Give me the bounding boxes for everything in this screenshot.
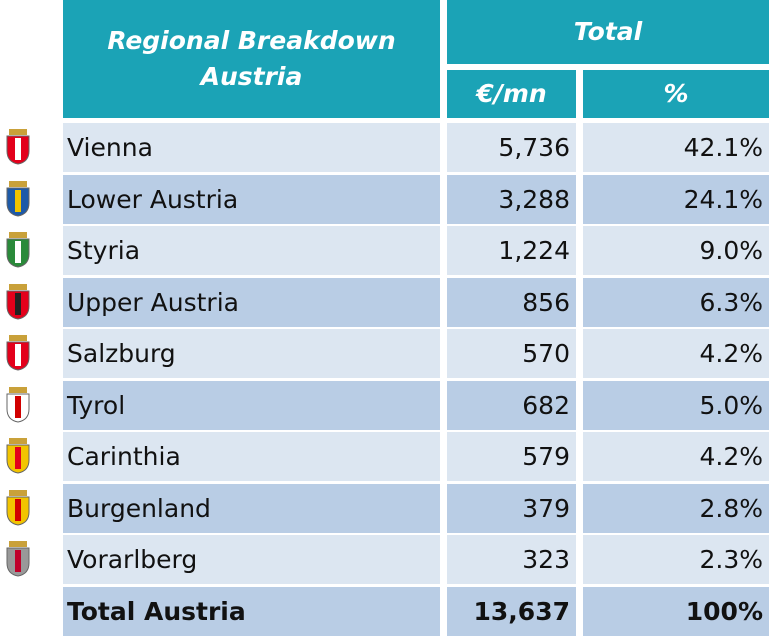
coat-of-arms (6, 180, 30, 217)
percent-cell: 100% (583, 586, 769, 636)
header-percent: % (583, 70, 769, 118)
header-value: €/mn (447, 70, 576, 118)
coat-of-arms (6, 438, 30, 474)
value-cell: 1,224 (447, 226, 576, 275)
value-cell: 570 (447, 329, 576, 378)
coat-of-arms (6, 129, 30, 165)
percent-cell: 4.2% (583, 329, 769, 378)
coat-of-arms (6, 232, 30, 268)
value-cell: 5,736 (447, 123, 576, 172)
region-name: Upper Austria (63, 277, 440, 327)
region-name: Lower Austria (63, 174, 440, 224)
percent-cell: 5.0% (583, 380, 769, 430)
percent-cell: 9.0% (583, 226, 769, 275)
percent-cell: 6.3% (583, 277, 769, 327)
value-cell: 856 (447, 277, 576, 327)
coat-of-arms (6, 541, 30, 577)
header-region: Regional Breakdown Austria (63, 0, 440, 118)
coat-of-arms (6, 386, 30, 423)
region-name: Styria (63, 226, 440, 275)
value-cell: 3,288 (447, 174, 576, 224)
percent-cell: 24.1% (583, 174, 769, 224)
region-name: Vorarlberg (63, 535, 440, 584)
region-name: Total Austria (63, 586, 440, 636)
percent-cell: 2.3% (583, 535, 769, 584)
value-cell: 323 (447, 535, 576, 584)
coat-of-arms (6, 335, 30, 371)
value-cell: 379 (447, 483, 576, 533)
value-cell: 13,637 (447, 586, 576, 636)
header-total: Total (447, 0, 769, 64)
region-name: Tyrol (63, 380, 440, 430)
region-name: Vienna (63, 123, 440, 172)
coat-of-arms (6, 489, 30, 526)
percent-cell: 42.1% (583, 123, 769, 172)
value-cell: 579 (447, 432, 576, 481)
region-name: Burgenland (63, 483, 440, 533)
percent-cell: 2.8% (583, 483, 769, 533)
region-name: Carinthia (63, 432, 440, 481)
percent-cell: 4.2% (583, 432, 769, 481)
coat-of-arms (6, 283, 30, 320)
value-cell: 682 (447, 380, 576, 430)
region-name: Salzburg (63, 329, 440, 378)
